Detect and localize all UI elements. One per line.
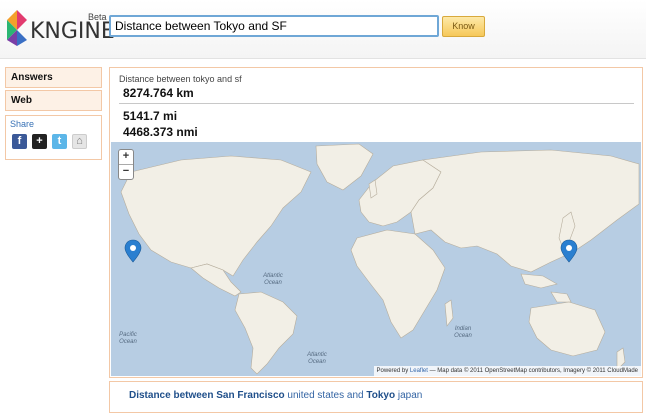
know-button[interactable]: Know xyxy=(442,16,485,37)
logo-text: KNGINE xyxy=(30,19,115,44)
share-label: Share xyxy=(10,119,35,129)
sidebar-item-answers[interactable]: Answers xyxy=(5,67,102,88)
facebook-icon[interactable]: f xyxy=(12,134,27,149)
ocean-label-pacific: Pacific Ocean xyxy=(119,332,137,345)
result-country1: united states xyxy=(287,390,345,401)
bookmark-icon[interactable]: ⌂ xyxy=(72,134,87,149)
beta-label: Beta xyxy=(88,12,107,22)
answer-panel: Distance between tokyo and sf 8274.764 k… xyxy=(109,67,643,378)
world-map[interactable]: + − Atlantic Ocean Pacific Ocean Indian … xyxy=(111,142,641,376)
sidebar: Answers Web Share f + t ⌂ xyxy=(5,67,102,160)
sidebar-item-web[interactable]: Web xyxy=(5,90,102,111)
result-prefix: Distance between xyxy=(129,390,214,401)
ocean-label-atlantic: Atlantic Ocean xyxy=(263,273,283,286)
result-line[interactable]: Distance between San Francisco united st… xyxy=(129,390,422,401)
distance-km: 8274.764 km xyxy=(123,86,194,100)
zoom-control: + − xyxy=(118,149,134,180)
share-icons: f + t ⌂ xyxy=(12,134,92,149)
result-city2: Tokyo xyxy=(366,390,396,401)
divider xyxy=(119,103,634,104)
zoom-out-button[interactable]: − xyxy=(119,164,133,179)
map-attribution: Powered by Leaflet — Map data © 2011 Ope… xyxy=(373,366,641,376)
leaflet-link[interactable]: Leaflet xyxy=(409,368,428,374)
distance-nmi: 4468.373 nmi xyxy=(123,125,198,139)
result-city1: San Francisco xyxy=(216,390,285,401)
kngine-logo-icon xyxy=(7,10,27,46)
distance-mi: 5141.7 mi xyxy=(123,109,178,123)
search-input[interactable]: Distance between Tokyo and SF xyxy=(109,15,439,37)
result-country2: japan xyxy=(397,390,423,401)
header: KNGINE Beta Distance between Tokyo and S… xyxy=(0,0,646,59)
ocean-label-south-atlantic: Atlantic Ocean xyxy=(307,352,327,365)
result-and: and xyxy=(346,390,364,401)
twitter-icon[interactable]: t xyxy=(52,134,67,149)
zoom-in-button[interactable]: + xyxy=(122,150,130,162)
attribution-rest: — Map data © 2011 OpenStreetMap contribu… xyxy=(427,368,638,374)
answer-title: Distance between tokyo and sf xyxy=(119,74,242,84)
kngine-logo[interactable]: KNGINE Beta xyxy=(6,8,116,48)
markers xyxy=(124,239,578,263)
ocean-label-indian: Indian Ocean xyxy=(454,326,472,339)
map-tiles xyxy=(111,142,641,376)
share-box: Share f + t ⌂ xyxy=(5,115,102,160)
attribution-powered: Powered by xyxy=(376,368,409,374)
google-plus-icon[interactable]: + xyxy=(32,134,47,149)
result-panel: Distance between San Francisco united st… xyxy=(109,381,643,413)
